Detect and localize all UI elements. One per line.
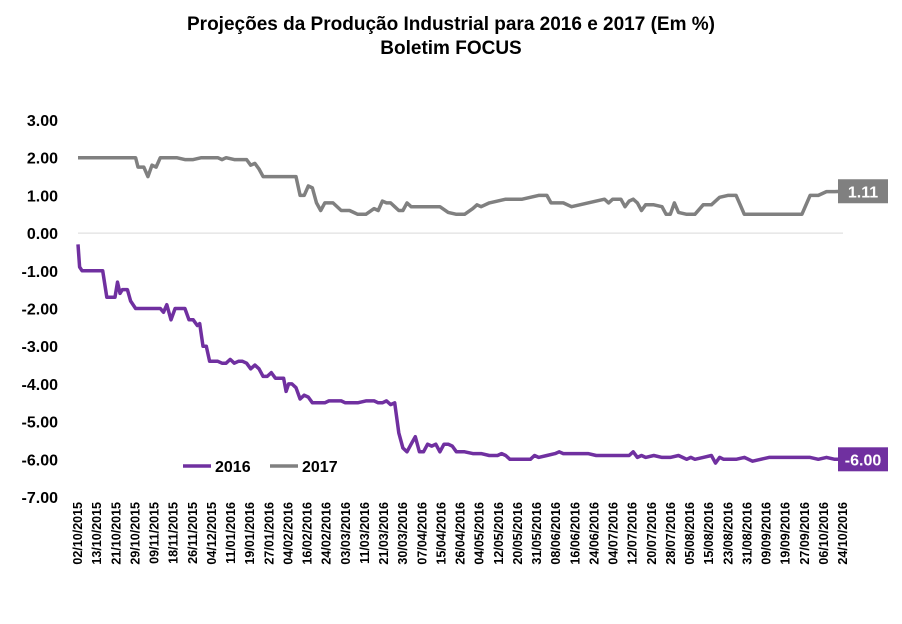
x-tick-label: 04/02/2016: [281, 502, 295, 565]
x-tick-label: 26/11/2015: [186, 502, 200, 564]
x-tick-label: 09/11/2015: [148, 502, 162, 564]
x-tick-label: 20/07/2016: [645, 502, 659, 565]
x-tick-label: 16/02/2016: [301, 502, 315, 565]
series-layer: -6.00 1.11: [76, 155, 888, 472]
x-tick-label: 24/06/2016: [587, 502, 601, 565]
x-tick-label: 21/10/2015: [109, 502, 123, 565]
x-tick-label: 26/04/2016: [454, 502, 468, 565]
end-label-2016: -6.00: [845, 452, 882, 469]
x-tick-label: 04/12/2015: [205, 502, 219, 565]
series-line-2017: [78, 155, 844, 217]
series-line-2016: [76, 244, 843, 465]
x-tick-label: 31/05/2016: [530, 502, 544, 565]
x-tick-label: 06/10/2016: [817, 502, 831, 565]
x-tick-label: 11/03/2016: [358, 502, 372, 564]
end-label-box-2017: [838, 179, 888, 204]
legend: 2016 2017: [183, 459, 338, 476]
x-axis: 02/10/2015 13/10/2015 21/10/2015 29/10/2015…: [71, 502, 850, 565]
end-label-box-2016: [838, 447, 888, 472]
x-tick-label: 15/08/2016: [702, 502, 716, 565]
x-tick-label: 13/10/2015: [90, 502, 104, 565]
x-tick-label: 11/01/2016: [224, 502, 238, 564]
x-tick-label: 29/10/2015: [128, 502, 142, 565]
end-label-2017: 1.11: [848, 184, 878, 201]
x-tick-label: 05/08/2016: [683, 502, 697, 565]
y-axis: 3.00 2.00 1.00 0.00 -1.00 -2.00 -3.00 -4.00 -5.0…: [22, 113, 59, 507]
x-tick-label: 15/04/2016: [434, 502, 448, 565]
x-tick-label: 09/09/2016: [760, 502, 774, 565]
x-tick-label: 07/04/2016: [415, 502, 429, 565]
x-tick-label: 27/01/2016: [262, 502, 276, 565]
legend-label-2016: 2016: [215, 459, 251, 476]
x-tick-label: 31/08/2016: [740, 502, 754, 565]
x-tick-label: 16/06/2016: [568, 502, 582, 565]
x-tick-label: 24/02/2016: [320, 502, 334, 565]
y-tick-label: -6.00: [22, 452, 59, 469]
x-tick-label: 27/09/2016: [798, 502, 812, 565]
legend-label-2017: 2017: [302, 459, 338, 476]
y-tick-label: 3.00: [27, 113, 58, 130]
y-tick-label: -4.00: [22, 377, 59, 394]
y-tick-label: -3.00: [22, 339, 59, 356]
y-tick-label: -2.00: [22, 302, 59, 319]
x-tick-label: 21/03/2016: [377, 502, 391, 565]
x-tick-label: 23/08/2016: [721, 502, 735, 565]
y-tick-label: 0.00: [27, 226, 58, 243]
x-tick-label: 12/05/2016: [492, 502, 506, 565]
x-tick-label: 04/07/2016: [607, 502, 621, 565]
y-tick-label: -1.00: [22, 264, 59, 281]
x-tick-label: 19/01/2016: [243, 502, 257, 565]
y-tick-label: 1.00: [27, 188, 58, 205]
chart-title: Projeções da Produção Industrial para 20…: [187, 14, 715, 35]
x-tick-label: 03/03/2016: [339, 502, 353, 565]
x-tick-label: 02/10/2015: [71, 502, 85, 565]
x-tick-label: 08/06/2016: [549, 502, 563, 565]
x-tick-label: 20/05/2016: [511, 502, 525, 565]
x-tick-label: 04/05/2016: [473, 502, 487, 565]
y-tick-label: -7.00: [22, 490, 59, 507]
chart-subtitle: Boletim FOCUS: [380, 38, 522, 59]
x-tick-label: 18/11/2015: [167, 502, 181, 564]
y-tick-label: 2.00: [27, 151, 58, 168]
x-tick-label: 12/07/2016: [626, 502, 640, 565]
x-tick-label: 19/09/2016: [779, 502, 793, 565]
x-tick-label: 30/03/2016: [396, 502, 410, 565]
x-tick-label: 28/07/2016: [664, 502, 678, 565]
x-tick-label: 24/10/2016: [836, 502, 850, 565]
y-tick-label: -5.00: [22, 415, 59, 432]
